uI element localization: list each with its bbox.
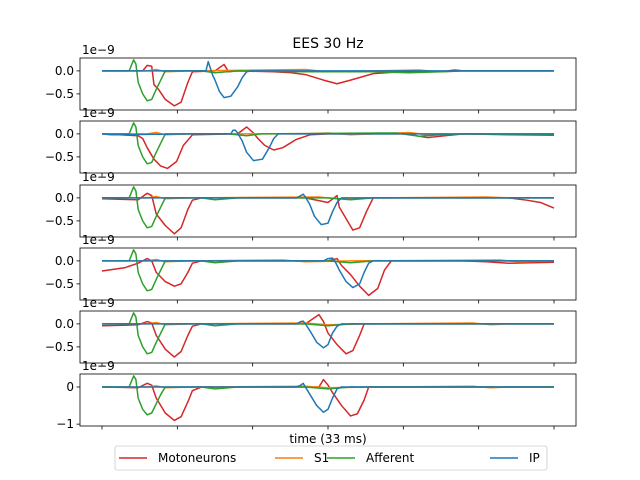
legend-entry-s1: S1 <box>275 451 329 465</box>
legend-entry-ip: IP <box>490 451 540 465</box>
x-axis-label: time (33 ms) <box>289 432 366 446</box>
series-line-afferent <box>102 186 554 229</box>
legend-label: S1 <box>314 451 329 465</box>
subplot-panel-1: 1e−9 0.0 −0.5 <box>45 43 577 114</box>
subplot-panel-6: 1e−9 0 −1 <box>56 359 577 431</box>
y-tick-label: 0.0 <box>55 254 74 268</box>
legend-label: Motoneurons <box>158 451 236 465</box>
y-tick-label: −0.5 <box>45 87 74 101</box>
series-line-ip <box>102 382 554 414</box>
y-tick-label: 0.0 <box>55 191 74 205</box>
series-line-ip <box>102 60 554 99</box>
subplot-panel-2: 1e−9 0.0 −0.5 <box>45 106 577 177</box>
legend-entry-afferent: Afferent <box>327 451 415 465</box>
subplot-panel-4: 1e−9 0.0 −0.5 <box>45 233 577 304</box>
y-tick-label: 0.0 <box>55 64 74 78</box>
y-offset-label: 1e−9 <box>82 233 115 247</box>
series-line-afferent <box>102 312 554 355</box>
series-line-motoneurons <box>101 126 555 170</box>
y-tick-label: −0.5 <box>45 214 74 228</box>
chart-title: EES 30 Hz <box>292 36 363 52</box>
series-line-ip <box>102 320 554 349</box>
series-line-afferent <box>102 249 554 292</box>
series-line-ip <box>102 193 554 226</box>
legend-label: Afferent <box>366 451 415 465</box>
subplot-panels: 1e−9 0.0 −0.5 1e−9 0.0 −0.5 1e−9 0.0 −0.5 1e−9 0.0… <box>45 43 577 431</box>
y-tick-label: 0 <box>66 380 74 394</box>
series-line-afferent <box>102 375 554 416</box>
subplot-panel-3: 1e−9 0.0 −0.5 <box>45 170 577 241</box>
series-line-afferent <box>102 122 555 165</box>
y-tick-label: −0.5 <box>45 277 74 291</box>
y-tick-label: −0.5 <box>45 340 74 354</box>
series-line-s1 <box>102 321 554 326</box>
y-tick-label: 0.0 <box>55 317 74 331</box>
subplot-panel-5: 1e−9 0.0 −0.5 <box>45 296 577 367</box>
y-tick-label: 0.0 <box>55 127 74 141</box>
y-offset-label: 1e−9 <box>82 296 115 310</box>
y-offset-label: 1e−9 <box>82 106 115 120</box>
series-line-afferent <box>102 59 554 102</box>
y-tick-label: −1 <box>56 417 74 431</box>
legend: Motoneurons S1 Afferent IP <box>114 445 548 471</box>
legend-label: IP <box>529 451 540 465</box>
y-offset-label: 1e−9 <box>82 43 115 57</box>
y-offset-label: 1e−9 <box>82 359 115 373</box>
series-line-ip <box>101 129 554 162</box>
legend-entry-motoneurons: Motoneurons <box>119 451 236 465</box>
series-line-ip <box>102 257 554 289</box>
y-offset-label: 1e−9 <box>82 170 115 184</box>
y-tick-label: −0.5 <box>45 150 74 164</box>
